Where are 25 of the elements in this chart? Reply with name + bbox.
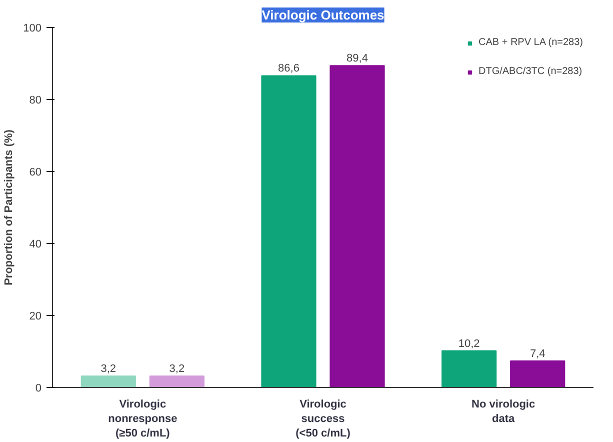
data-label: 86,6 xyxy=(278,62,300,75)
legend-label: DTG/ABC/3TC (n=283) xyxy=(478,66,582,77)
data-label: 3,2 xyxy=(169,362,185,375)
legend-label: CAB + RPV LA (n=283) xyxy=(478,37,583,48)
y-tick-label: 0 xyxy=(35,382,42,394)
bar xyxy=(80,375,136,388)
data-label: 89,4 xyxy=(346,52,368,65)
y-tick-label: 60 xyxy=(29,166,42,178)
bar xyxy=(261,75,316,388)
data-label: 7,4 xyxy=(530,348,546,360)
x-tick-label: No virologic data xyxy=(472,398,536,425)
x-tick-label: Virologic success (<50 c/mL) xyxy=(296,398,351,440)
y-tick-label: 80 xyxy=(29,94,42,106)
bar xyxy=(330,65,385,388)
data-label: 3,2 xyxy=(100,362,116,375)
bar xyxy=(510,360,566,388)
y-tick-label: 20 xyxy=(29,310,42,322)
y-tick-label: 40 xyxy=(29,238,42,250)
y-axis-title: Proportion of Participants (%) xyxy=(3,129,16,286)
bar xyxy=(442,350,497,388)
data-label: 10,2 xyxy=(458,338,480,350)
y-tick-label: 100 xyxy=(23,22,42,34)
chart-title: Virologic Outcomes xyxy=(262,8,384,22)
bar xyxy=(149,375,204,388)
x-tick-label: Virologic nonresponse (≥50 c/mL) xyxy=(108,398,178,440)
